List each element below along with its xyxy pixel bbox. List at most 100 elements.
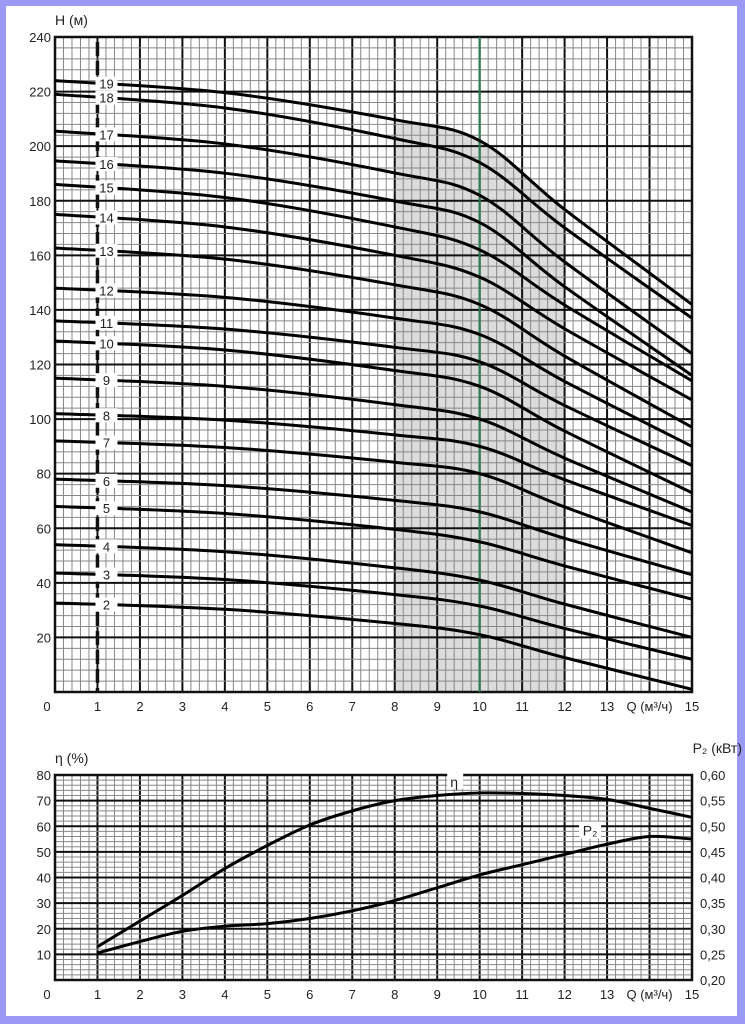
stage-label: 16 [99,157,113,172]
head-curve-stage-11 [54,319,693,467]
head-curve-stage-5 [54,504,693,601]
y-tick-label: 120 [29,358,51,373]
y-tick-label: 60 [37,819,51,834]
stage-label-bg [95,210,118,225]
stage-label-bg [95,501,118,516]
head-curve-stage-3 [54,571,693,661]
stage-label-bg [95,127,118,142]
x-tick-label: 4 [221,987,228,1002]
x-tick-label: 7 [349,987,356,1002]
y-tick-label: 20 [37,630,51,645]
stage-label: 2 [103,598,110,613]
x-tick-label: 10 [472,987,486,1002]
efficiency-curve [96,791,693,948]
stage-label-bg [95,567,118,582]
efficiency-series-label: η [450,774,458,790]
stage-label: 17 [99,127,113,142]
y-tick-label: 80 [37,768,51,783]
y-tick-label: 80 [37,467,51,482]
y2-tick-label: 0,55 [700,794,725,809]
x-tick-label: 12 [557,987,571,1002]
x-tick-label: 3 [179,699,186,714]
x-tick-label: 11 [515,699,529,714]
head-curve-stage-15 [54,182,693,383]
x-tick-label: 1 [94,699,101,714]
stage-label: 3 [103,568,110,583]
stage-label-bg [95,539,118,554]
x-tick-label: 7 [349,699,356,714]
head-curve-stage-4 [54,543,693,639]
x-tick-label: 15 [685,987,699,1002]
stage-label: 4 [103,539,110,554]
x-tick-label: 4 [221,699,228,714]
y-tick-label: 60 [37,521,51,536]
stage-label: 6 [103,474,110,489]
head-curve-stage-14 [54,212,693,402]
y-tick-label: 200 [29,139,51,154]
stage-label: 12 [99,283,113,298]
stage-label: 14 [99,211,113,226]
head-curve-stage-18 [54,92,693,320]
x-axis-label: Q (м³/ч) [627,699,673,714]
x-tick-label: 6 [306,987,313,1002]
y2-tick-label: 0,20 [700,973,725,988]
y-tick-label: 180 [29,194,51,209]
stage-label-bg [95,315,118,330]
x-tick-label: 2 [136,987,143,1002]
x-tick-label: 1 [94,987,101,1002]
stage-label-bg [95,473,118,488]
stage-label-bg [95,243,118,258]
series-label-bg [579,821,602,839]
head-curve-stage-10 [54,339,693,495]
x-tick-label: 13 [600,987,614,1002]
x-axis-label: Q (м³/ч) [627,987,673,1002]
head-curve-stage-8 [54,412,693,527]
stage-label: 8 [103,408,110,423]
stage-label-bg [95,76,118,91]
y2-tick-label: 0,45 [700,845,725,860]
y-axis-label: H (м) [55,12,88,28]
x-tick-label: 11 [515,987,529,1002]
y-tick-label: 160 [29,248,51,263]
x-tick-label: 10 [472,699,486,714]
y2-tick-label: 0,25 [700,947,725,962]
stage-label-bg [95,180,118,195]
stage-label-bg [95,597,118,612]
x-tick-label: 2 [136,699,143,714]
head-curve-stage-19 [54,79,693,306]
x-tick-label: 5 [264,987,271,1002]
stage-label-bg [95,408,118,423]
y-tick-label: 70 [37,794,51,809]
x-tick-label: 0 [43,699,50,714]
head-curve-stage-9 [54,376,693,514]
x-tick-label: 12 [557,699,571,714]
head-curve-stage-6 [54,477,693,577]
y-tick-label: 140 [29,303,51,318]
stage-label-bg [95,156,118,171]
x-tick-label: 8 [391,699,398,714]
y-tick-label: 20 [37,922,51,937]
x-tick-label: 5 [264,699,271,714]
power-series-label: P₂ [583,823,598,839]
y-axis-label: η (%) [55,750,88,766]
series-label-bg [447,772,464,789]
y-tick-label: 240 [29,30,51,45]
y2-tick-label: 0,60 [700,768,725,783]
stage-label: 9 [103,373,110,388]
stage-label-bg [95,90,118,105]
x-tick-label: 9 [434,699,441,714]
y-tick-label: 10 [37,947,51,962]
stage-label: 11 [100,316,114,331]
stage-label-bg [95,336,118,351]
y2-tick-label: 0,30 [700,922,725,937]
x-tick-label: 0 [43,987,50,1002]
x-tick-label: 6 [306,699,313,714]
y2-tick-label: 0,35 [700,896,725,911]
y-tick-label: 30 [37,896,51,911]
y-tick-label: 100 [29,412,51,427]
x-tick-label: 13 [600,699,614,714]
x-tick-label: 8 [391,987,398,1002]
